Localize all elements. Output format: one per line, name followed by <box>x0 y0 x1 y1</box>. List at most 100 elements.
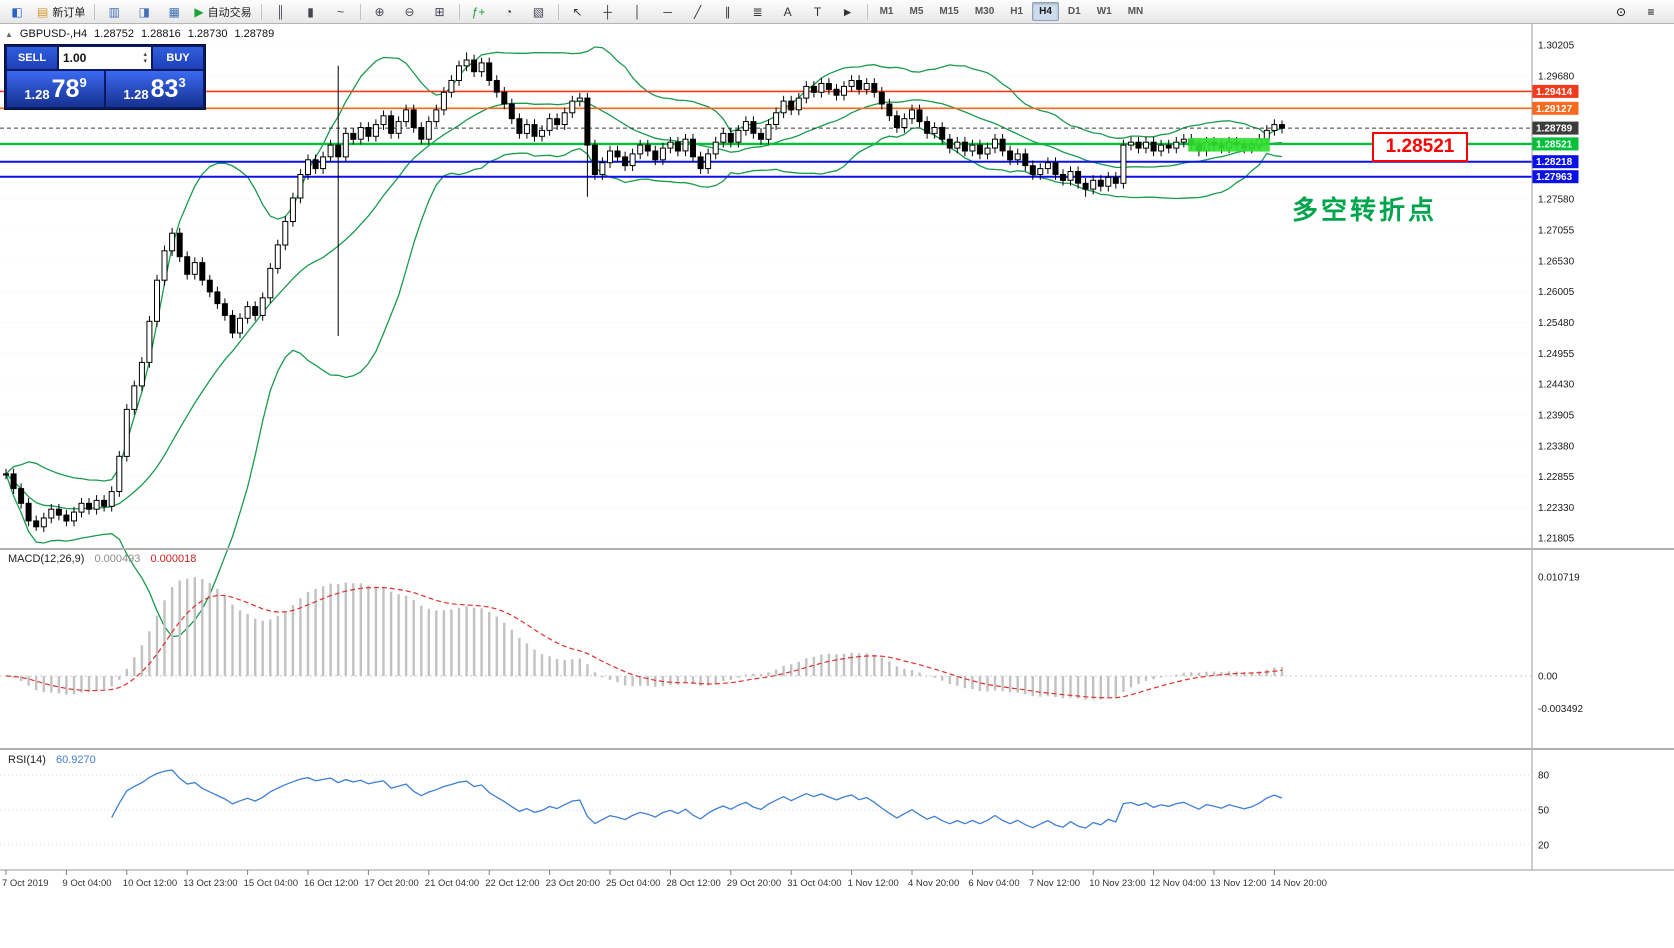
buy-button[interactable]: BUY <box>153 47 203 69</box>
app-logo-button[interactable]: ◧ <box>3 1 31 23</box>
svg-text:-0.003492: -0.003492 <box>1538 704 1583 715</box>
horizontal-line-button[interactable]: ─ <box>654 1 682 23</box>
svg-text:13 Nov 12:00: 13 Nov 12:00 <box>1210 878 1267 889</box>
text-button[interactable]: A <box>774 1 802 23</box>
indicators-icon: ƒ+ <box>471 4 486 19</box>
toolbar-separator <box>94 3 96 20</box>
svg-text:25 Oct 04:00: 25 Oct 04:00 <box>606 878 660 889</box>
price-axis[interactable]: 1.30205 1.29680 1.27580 1.27055 1.26530 1.260… <box>1531 24 1579 870</box>
timeframe-toolbar: M1 M5 M15 M30 H1 H4 D1 W1 MN <box>872 2 1152 21</box>
svg-text:1.27055: 1.27055 <box>1538 226 1575 237</box>
svg-text:23 Oct 20:00: 23 Oct 20:00 <box>546 878 600 889</box>
volume-down-icon[interactable]: ▾ <box>143 58 147 65</box>
collapse-panel-icon[interactable]: ▲ <box>5 29 13 39</box>
svg-text:1.24430: 1.24430 <box>1538 380 1575 391</box>
support-price-callout[interactable]: 1.28521 <box>1372 132 1468 162</box>
volume-stepper[interactable]: ▴ ▾ <box>143 51 147 65</box>
buy-price-big: 83 <box>150 74 179 103</box>
timeframe-mn[interactable]: MN <box>1127 6 1144 17</box>
rsi-value: 60.9270 <box>55 754 96 766</box>
search-button[interactable]: ⊙ <box>1607 1 1635 23</box>
cursor-button[interactable]: ↖ <box>564 1 592 23</box>
timeframe-m30[interactable]: M30 <box>974 6 995 17</box>
line-chart-icon: ~ <box>337 4 345 19</box>
timeframe-w1[interactable]: W1 <box>1096 6 1112 17</box>
data-window-button[interactable]: ◨ <box>130 1 158 23</box>
chart-canvas[interactable]: 1.30205 1.29680 1.27580 1.27055 1.26530 1.260… <box>0 24 1674 948</box>
sell-price-button[interactable]: 1.28 78 9 <box>7 71 104 107</box>
fibonacci-button[interactable]: ≣ <box>744 1 772 23</box>
toolbar-separator <box>557 3 559 20</box>
toolbar-right-group: ⊙ ≡ <box>1606 1 1666 23</box>
high-value: 1.28816 <box>140 28 181 40</box>
candles-layer[interactable] <box>3 52 1285 533</box>
ohlc-info-line: ▲ GBPUSD-,H4 1.28752 1.28816 1.28730 1.2… <box>5 28 274 40</box>
svg-text:20: 20 <box>1538 840 1550 851</box>
time-axis[interactable]: 7 Oct 2019 9 Oct 04:00 10 Oct 12:00 13 Oct … <box>0 869 1674 889</box>
equidistant-channel-button[interactable]: ∥ <box>714 1 742 23</box>
svg-text:1.29414: 1.29414 <box>1536 87 1573 98</box>
zoom-in-button[interactable]: ⊕ <box>366 1 394 23</box>
autotrading-button[interactable]: ▶ 自动交易 <box>190 1 255 23</box>
timeframe-h4[interactable]: H4 <box>1032 2 1059 21</box>
arrow-objects-button[interactable]: ► <box>834 1 862 23</box>
zoom-out-button[interactable]: ⊖ <box>396 1 424 23</box>
new-order-label: 新订单 <box>52 6 86 19</box>
tile-windows-icon: ⊞ <box>434 4 445 19</box>
text-label-button[interactable]: T <box>804 1 832 23</box>
timeframe-m1[interactable]: M1 <box>879 6 894 17</box>
volume-up-icon[interactable]: ▴ <box>143 51 147 58</box>
autotrading-label: 自动交易 <box>207 6 252 19</box>
macd-value-1: 0.000493 <box>94 553 141 565</box>
toolbar: ◧ ▤ 新订单 ▥ ◨ ▦ ▶ 自动交易 ║ ▮ ~ ⊕ ⊖ ⊞ ƒ+ ◔ ▧ ↖ ┼ │ ─ ╱ ∥ ≣ A T ► M1 M5 M1… <box>0 0 1674 24</box>
highlight-rect-layer[interactable] <box>1188 138 1270 152</box>
svg-text:1.24955: 1.24955 <box>1538 349 1575 360</box>
toolbar-separator <box>359 3 361 20</box>
svg-text:28 Oct 12:00: 28 Oct 12:00 <box>666 878 720 889</box>
svg-text:16 Oct 12:00: 16 Oct 12:00 <box>304 878 358 889</box>
svg-text:1.21805: 1.21805 <box>1538 534 1575 545</box>
crosshair-button[interactable]: ┼ <box>594 1 622 23</box>
data-window-icon: ◨ <box>138 4 151 19</box>
timeframe-d1[interactable]: D1 <box>1067 6 1081 17</box>
new-order-button[interactable]: ▤ 新订单 <box>33 1 89 23</box>
bar-chart-button[interactable]: ║ <box>267 1 295 23</box>
buy-price-button[interactable]: 1.28 83 3 <box>106 71 203 107</box>
templates-button[interactable]: ▧ <box>525 1 553 23</box>
timeframe-m5[interactable]: M5 <box>909 6 924 17</box>
svg-text:13 Oct 23:00: 13 Oct 23:00 <box>183 878 237 889</box>
timeframe-h1[interactable]: H1 <box>1010 6 1024 17</box>
svg-text:15 Oct 04:00: 15 Oct 04:00 <box>244 878 298 889</box>
periods-button[interactable]: ◔ <box>495 1 523 23</box>
svg-text:1.29127: 1.29127 <box>1536 104 1573 115</box>
market-watch-button[interactable]: ▥ <box>100 1 128 23</box>
svg-text:1.27963: 1.27963 <box>1536 172 1573 183</box>
sell-button[interactable]: SELL <box>7 47 57 69</box>
vertical-line-icon: │ <box>633 4 642 19</box>
templates-icon: ▧ <box>532 4 545 19</box>
candlestick-chart-button[interactable]: ▮ <box>297 1 325 23</box>
timeframe-m15[interactable]: M15 <box>939 6 959 17</box>
new-order-icon: ▤ <box>37 4 49 19</box>
rsi-panel[interactable]: 80 50 20 <box>0 748 1674 851</box>
quick-menu-button[interactable]: ≡ <box>1637 1 1665 23</box>
rsi-indicator-label: RSI(14) 60.9270 <box>8 754 96 766</box>
indicators-button[interactable]: ƒ+ <box>465 1 493 23</box>
svg-text:10 Oct 12:00: 10 Oct 12:00 <box>123 878 177 889</box>
volume-input[interactable]: 1.00 ▴ ▾ <box>59 47 151 69</box>
tile-windows-button[interactable]: ⊞ <box>426 1 454 23</box>
svg-text:7 Nov 12:00: 7 Nov 12:00 <box>1029 878 1080 889</box>
macd-indicator-label: MACD(12,26,9) 0.000493 0.000018 <box>8 553 196 565</box>
trendline-button[interactable]: ╱ <box>684 1 712 23</box>
zoom-in-icon: ⊕ <box>374 4 385 19</box>
grid-layer <box>0 44 1532 539</box>
macd-panel[interactable]: 0.010719 0.00 -0.003492 <box>0 548 1674 715</box>
navigator-button[interactable]: ▦ <box>160 1 188 23</box>
line-chart-button[interactable]: ~ <box>327 1 355 23</box>
vertical-line-button[interactable]: │ <box>624 1 652 23</box>
search-icon: ⊙ <box>1615 4 1627 19</box>
crosshair-icon: ┼ <box>603 4 612 19</box>
pivot-annotation[interactable]: 多空转折点 <box>1292 195 1438 225</box>
svg-text:1.25480: 1.25480 <box>1538 318 1575 329</box>
